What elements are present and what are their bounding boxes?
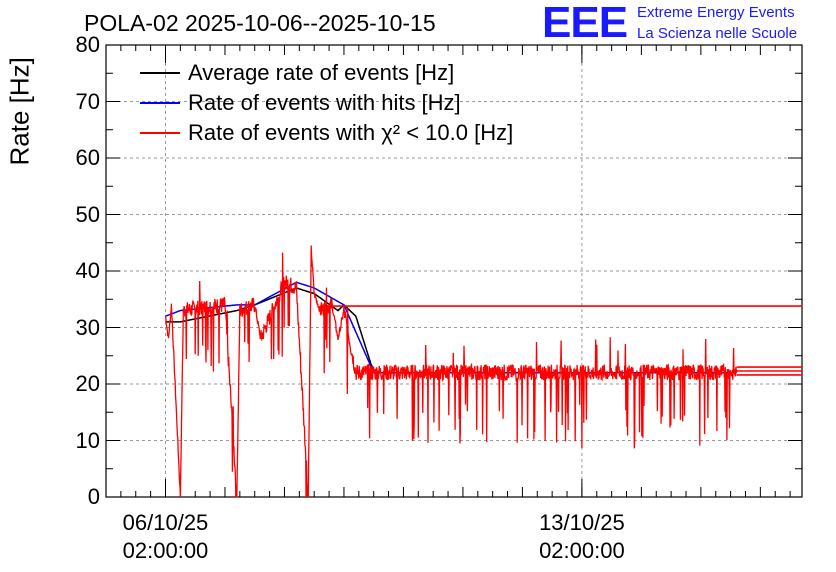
y-tick-label: 60 [75, 145, 100, 170]
legend-line-hits [140, 102, 180, 104]
y-tick-label: 40 [75, 258, 100, 283]
eee-logo: EEE [542, 0, 628, 47]
y-tick-label: 20 [75, 371, 100, 396]
x-ticks [105, 45, 791, 497]
x-tick-date: 06/10/25 [122, 510, 209, 535]
grid [106, 45, 802, 497]
legend-line-average [140, 72, 180, 74]
legend-label-chi2: Rate of events with χ² < 10.0 [Hz] [188, 120, 514, 145]
y-tick-label: 30 [75, 314, 100, 340]
y-ticks [106, 44, 802, 498]
legend-label-average: Average rate of events [Hz] [188, 60, 455, 85]
y-tick-label: 10 [75, 427, 100, 453]
series [164, 245, 802, 498]
series-line-2 [164, 245, 738, 498]
x-tick-label: 13/10/25 02:00:00 [512, 509, 652, 565]
y-tick-label: 70 [75, 88, 100, 114]
chart-title: POLA-02 2025-10-06--2025-10-15 [84, 10, 436, 36]
legend-line-chi2 [140, 132, 180, 134]
logo-line-1: Extreme Energy Events [637, 4, 795, 21]
y-tick-label: 0 [87, 484, 100, 509]
y-tick-label: 80 [75, 32, 100, 57]
legend-label-hits: Rate of events with hits [Hz] [188, 90, 461, 115]
x-tick-time: 02:00:00 [122, 538, 209, 563]
y-axis-label: Rate [Hz] [4, 57, 35, 166]
logo-line-2: La Scienza nelle Scuole [637, 25, 798, 42]
x-tick-time: 02:00:00 [539, 538, 625, 563]
x-tick-label: 06/10/25 02:00:00 [95, 509, 235, 565]
x-tick-date: 13/10/25 [539, 510, 625, 535]
y-tick-label: 50 [75, 201, 100, 227]
